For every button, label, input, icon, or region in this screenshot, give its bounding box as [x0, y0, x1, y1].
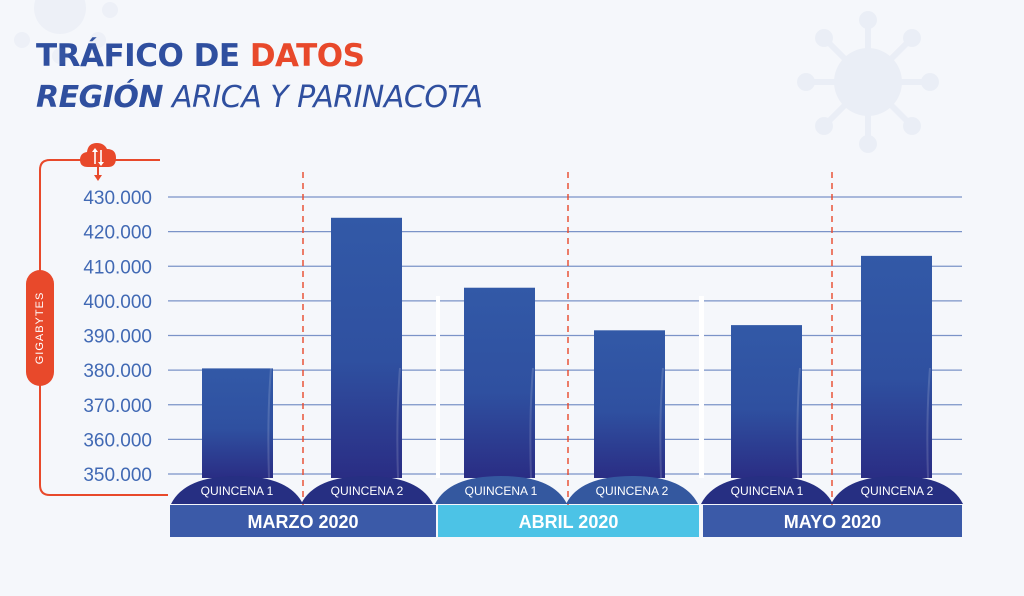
y-axis-label: GIGABYTES — [34, 292, 46, 365]
title-line2-part2: ARICA Y PARINACOTA — [163, 80, 483, 115]
y-tick-label: 410.000 — [83, 257, 152, 278]
bars — [202, 217, 932, 479]
title-line2-part1: REGIÓN — [36, 80, 164, 115]
bar-highlight — [659, 367, 664, 479]
y-tick-label: 350.000 — [83, 465, 152, 486]
x-tick-label: QUINCENA 2 — [861, 484, 934, 498]
quincena-tab — [435, 476, 567, 504]
month-label: MAYO 2020 — [784, 512, 881, 532]
cloud-transfer-icon — [80, 143, 116, 181]
chart-title: TRÁFICO DE DATOS — [36, 38, 483, 74]
y-tick-label: 380.000 — [83, 361, 152, 382]
group-gap — [699, 296, 704, 478]
title-line1-part2: DATOS — [249, 38, 365, 74]
x-tick-label: QUINCENA 2 — [596, 484, 669, 498]
bar-highlight — [796, 367, 801, 479]
virus-icon — [14, 0, 118, 64]
bar-highlight — [529, 367, 534, 479]
x-tick-label: QUINCENA 1 — [731, 484, 804, 498]
month-banner — [438, 505, 699, 537]
bar-highlight — [926, 367, 931, 479]
month-banner — [703, 505, 962, 537]
y-axis-label-pill: GIGABYTES — [26, 270, 54, 386]
x-tick-label: QUINCENA 1 — [201, 484, 274, 498]
y-tick-label: 370.000 — [83, 396, 152, 417]
y-tick-label: 400.000 — [83, 292, 152, 313]
virus-icon — [797, 11, 939, 153]
bar-highlight — [396, 367, 401, 479]
bar — [331, 217, 402, 478]
quincena-tab — [171, 476, 303, 504]
quincena-tabs: QUINCENA 1 QUINCENA 2 QUINCENA 1 QUINCENA 2… — [171, 476, 963, 504]
month-label: ABRIL 2020 — [519, 512, 619, 532]
y-tick-label: 390.000 — [83, 327, 152, 348]
bar — [861, 255, 932, 478]
quincena-separators — [302, 172, 833, 505]
month-label: MARZO 2020 — [247, 512, 358, 532]
group-gap — [436, 296, 440, 478]
month-banner — [170, 505, 436, 537]
bar — [464, 287, 535, 478]
bar — [594, 330, 665, 478]
x-tick-label: QUINCENA 2 — [331, 484, 404, 498]
quincena-tab — [301, 476, 433, 504]
y-tick-label: 420.000 — [83, 223, 152, 244]
quincena-tab — [566, 476, 698, 504]
chart-subtitle: REGIÓN ARICA Y PARINACOTA — [36, 80, 483, 115]
title-line1-part1: TRÁFICO DE — [36, 38, 250, 74]
quincena-tab — [831, 476, 963, 504]
gridlines — [168, 196, 962, 478]
bar-highlight — [267, 367, 272, 479]
quincena-tab — [701, 476, 833, 504]
y-tick-label: 360.000 — [83, 430, 152, 451]
month-banners: MARZO 2020 ABRIL 2020 MAYO 2020 — [170, 505, 962, 537]
title-block: TRÁFICO DE DATOS REGIÓN ARICA Y PARINACO… — [36, 38, 483, 115]
bar — [202, 368, 273, 478]
bar — [731, 325, 802, 478]
y-tick-label: 430.000 — [83, 188, 152, 209]
x-tick-label: QUINCENA 1 — [465, 484, 538, 498]
y-axis-ticks: 350.000 360.000 370.000 380.000 390.000 400.0… — [83, 188, 152, 486]
